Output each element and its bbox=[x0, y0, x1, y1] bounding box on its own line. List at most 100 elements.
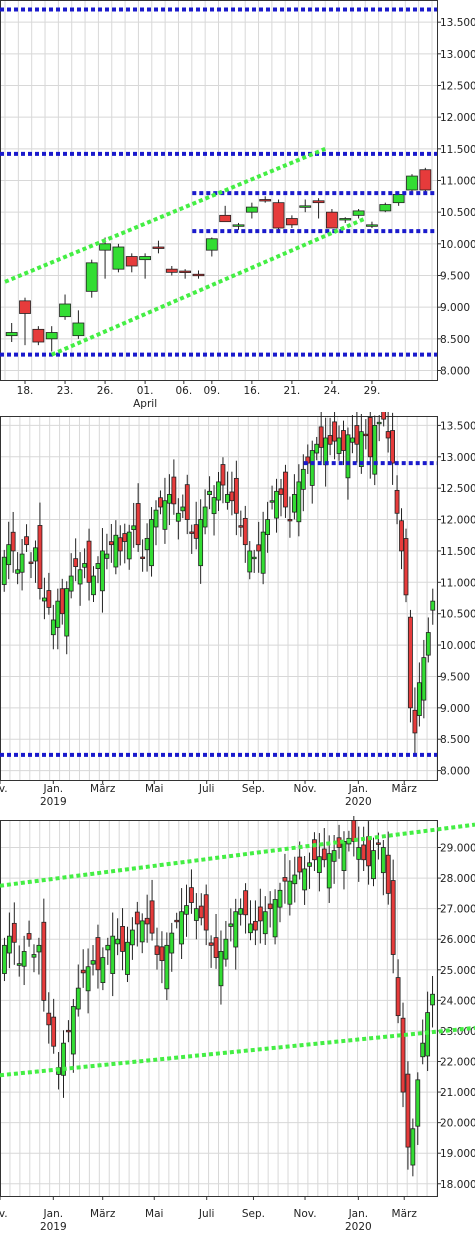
candle-up bbox=[302, 868, 308, 891]
candle-down bbox=[51, 1016, 57, 1047]
x-tick-label: ov. bbox=[0, 783, 8, 795]
candle-down bbox=[305, 456, 311, 464]
candle-down bbox=[405, 1073, 411, 1148]
candle-down bbox=[24, 536, 29, 546]
candle-up bbox=[406, 175, 418, 191]
candle-down bbox=[233, 477, 239, 514]
candle-down bbox=[95, 937, 101, 971]
x-tick-label: 23. bbox=[57, 385, 74, 397]
candle-down bbox=[267, 903, 273, 910]
candle-up bbox=[272, 899, 278, 938]
candle-up bbox=[99, 243, 111, 251]
x-tick-sublabel: 2020 bbox=[345, 796, 372, 808]
candle-down bbox=[125, 256, 138, 267]
candle-up bbox=[33, 547, 38, 562]
y-tick-label: 9.500 bbox=[440, 271, 470, 283]
candle-down bbox=[152, 246, 165, 249]
candle-down bbox=[312, 200, 325, 204]
candle-down bbox=[390, 430, 395, 464]
candle-down bbox=[26, 933, 32, 940]
grid bbox=[0, 0, 437, 380]
y-tick-label: 20.000 bbox=[440, 1118, 475, 1130]
y-tick-label: 12.500 bbox=[440, 483, 475, 495]
y-tick-label: 13.500 bbox=[440, 17, 475, 29]
candle-down bbox=[419, 169, 432, 191]
candle-up bbox=[251, 556, 257, 560]
y-tick-label: 11.000 bbox=[440, 577, 475, 589]
candle-up bbox=[372, 425, 378, 475]
candle-up bbox=[184, 905, 189, 915]
candle-down bbox=[321, 848, 327, 861]
candle-down bbox=[66, 1029, 71, 1033]
candle-down bbox=[400, 1017, 406, 1093]
candle-up bbox=[392, 194, 405, 204]
candle-up bbox=[131, 525, 137, 531]
x-tick-label: ov. bbox=[0, 1208, 8, 1220]
candle-up bbox=[316, 856, 322, 873]
candle-down bbox=[399, 520, 404, 552]
x-tick-label: März bbox=[90, 783, 116, 795]
candle-up bbox=[5, 332, 18, 337]
y-tick-label: 11.000 bbox=[440, 176, 475, 188]
candle-up bbox=[356, 847, 362, 860]
candle-up bbox=[100, 550, 105, 592]
candle-down bbox=[73, 558, 79, 568]
candle-up bbox=[193, 908, 199, 921]
candle-down bbox=[192, 273, 205, 277]
y-tick-label: 10.500 bbox=[440, 207, 475, 219]
candle-down bbox=[41, 921, 47, 1001]
candle-up bbox=[68, 575, 74, 592]
x-tick-label: Jan. bbox=[348, 1208, 369, 1220]
candle-up bbox=[64, 588, 70, 637]
candle-up bbox=[180, 506, 186, 512]
x-tick-label: Mai bbox=[145, 1208, 163, 1220]
y-tick-label: 28.000 bbox=[440, 873, 475, 885]
candle-down bbox=[135, 503, 141, 546]
candle-up bbox=[50, 619, 56, 636]
candles bbox=[5, 167, 432, 352]
x-tick-label: Mai bbox=[145, 783, 163, 795]
candle-up bbox=[31, 954, 37, 958]
x-tick-label: März bbox=[392, 1208, 418, 1220]
plot-frame bbox=[0, 0, 438, 381]
candle-up bbox=[139, 920, 145, 943]
candle-down bbox=[366, 836, 371, 867]
candle-up bbox=[299, 205, 312, 208]
y-tick-label: 19.000 bbox=[440, 1148, 475, 1160]
candle-up bbox=[309, 450, 315, 486]
candle-down bbox=[412, 709, 418, 734]
candle-up bbox=[307, 862, 312, 867]
candle-up bbox=[247, 550, 253, 573]
x-tick-label: 06. bbox=[175, 385, 192, 397]
x-tick-sublabel: 2019 bbox=[40, 796, 67, 808]
candle-up bbox=[110, 935, 116, 974]
candle-down bbox=[184, 484, 190, 520]
candle-down bbox=[332, 421, 337, 442]
candle-up bbox=[16, 963, 22, 966]
candle-up bbox=[42, 597, 47, 602]
plot-frame bbox=[0, 416, 438, 781]
candle-up bbox=[421, 657, 427, 701]
candle-up bbox=[21, 951, 27, 967]
candle-down bbox=[376, 842, 381, 845]
candle-down bbox=[354, 425, 360, 445]
candle-up bbox=[126, 531, 132, 560]
candle-up bbox=[85, 262, 98, 292]
candle-down bbox=[408, 616, 413, 709]
candle-down bbox=[46, 590, 52, 608]
candle-down bbox=[179, 270, 192, 273]
candle-up bbox=[72, 322, 85, 337]
candle-down bbox=[158, 497, 163, 508]
candle-up bbox=[430, 993, 435, 1006]
candle-down bbox=[189, 887, 194, 903]
candle-up bbox=[36, 944, 42, 953]
y-tick-label: 9.500 bbox=[440, 671, 470, 683]
candle-up bbox=[420, 1042, 426, 1058]
y-tick-label: 9.000 bbox=[440, 302, 470, 314]
candle-down bbox=[229, 491, 235, 502]
candle-up bbox=[91, 575, 96, 596]
candle-down bbox=[257, 906, 263, 922]
y-tick-label: 18.000 bbox=[440, 1179, 475, 1191]
candle-up bbox=[153, 509, 159, 528]
candle-up bbox=[292, 874, 298, 885]
